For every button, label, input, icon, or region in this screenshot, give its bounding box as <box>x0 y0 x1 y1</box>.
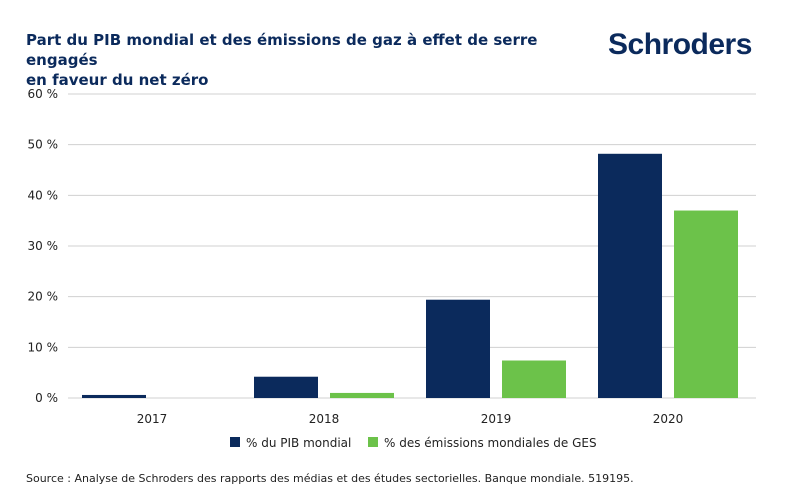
bar-2020-series-1 <box>598 153 662 398</box>
bar-2019-series-2 <box>502 360 566 398</box>
y-tick-label: 10 % <box>28 340 59 354</box>
legend-label: % des émissions mondiales de GES <box>384 436 597 450</box>
legend-swatch <box>368 437 378 447</box>
y-tick-label: 60 % <box>28 87 59 101</box>
source-note: Source : Analyse de Schroders des rappor… <box>26 472 634 485</box>
x-tick-label: 2018 <box>309 412 340 426</box>
y-tick-label: 50 % <box>28 138 59 152</box>
bar-chart: 0 % 10 % 20 % 30 % 40 % 50 % 60 % 2017 2018 2019 2… <box>28 87 756 450</box>
legend-swatch <box>230 437 240 447</box>
y-tick-label: 30 % <box>28 239 59 253</box>
y-tick-label: 40 % <box>28 188 59 202</box>
y-tick-label: 20 % <box>28 290 59 304</box>
chart-title-line-2: en faveur du net zéro <box>26 71 209 89</box>
bar-2019-series-1 <box>426 299 490 398</box>
bar-2017-series-1 <box>82 394 146 398</box>
y-tick-label: 0 % <box>35 391 58 405</box>
x-tick-label: 2019 <box>481 412 512 426</box>
bar-2020-series-2 <box>674 210 738 398</box>
x-tick-label: 2020 <box>653 412 684 426</box>
bar-2018-series-1 <box>254 376 318 398</box>
chart-title: Part du PIB mondial et des émissions de … <box>26 30 546 90</box>
chart-title-line-1: Part du PIB mondial et des émissions de … <box>26 31 538 69</box>
legend-label: % du PIB mondial <box>246 436 351 450</box>
bar-2018-series-2 <box>330 392 394 398</box>
schroders-logo: Schroders <box>608 28 752 61</box>
x-tick-label: 2017 <box>137 412 168 426</box>
